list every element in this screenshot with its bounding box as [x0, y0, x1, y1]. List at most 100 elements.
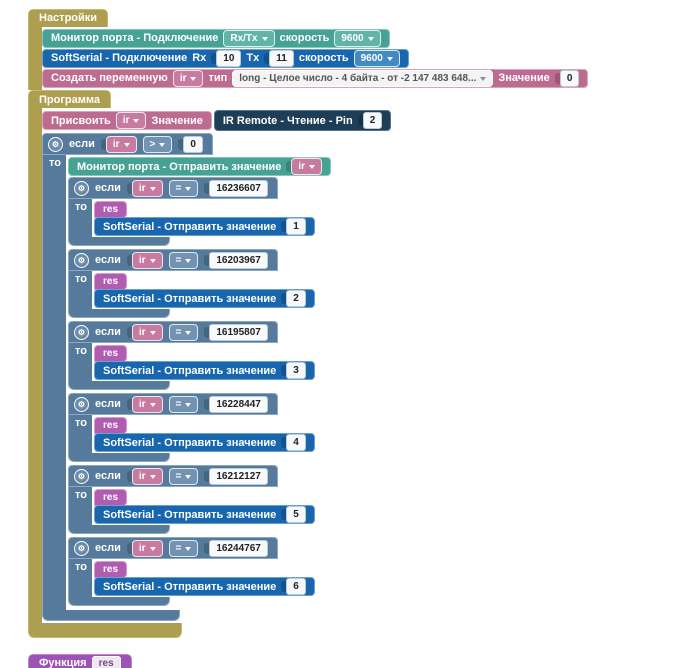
gear-icon[interactable]: ⚙ — [74, 180, 89, 196]
chevron-down-icon — [149, 330, 156, 335]
if-foot — [68, 309, 170, 318]
case-if-header[interactable]: ⚙ если ir = 16228447 — [68, 393, 278, 415]
ir-code-value[interactable]: 16212127 — [209, 467, 268, 485]
ir-code-value[interactable]: 16228447 — [209, 395, 268, 413]
case-if-block-1[interactable]: ⚙ если ir = 16236607 — [68, 177, 315, 246]
case-if-header[interactable]: ⚙ если ir = 16203967 — [68, 249, 278, 271]
chevron-down-icon — [159, 142, 166, 147]
gear-icon[interactable]: ⚙ — [74, 324, 89, 340]
block-label: Присвоить — [51, 114, 111, 127]
case-if-block-4[interactable]: ⚙ если ir = 16228447 — [68, 393, 315, 462]
chevron-down-icon — [367, 36, 374, 41]
case-if-header[interactable]: ⚙ если ir = 16236607 — [68, 177, 278, 199]
input-slot — [281, 365, 287, 376]
assign-block[interactable]: Присвоить ir Значение — [42, 111, 212, 130]
input-slot — [281, 581, 287, 592]
ir-code-value[interactable]: 16244767 — [209, 539, 268, 557]
send-value[interactable]: 3 — [286, 362, 306, 379]
gear-icon[interactable]: ⚙ — [74, 468, 89, 484]
ir-remote-read-block[interactable]: IR Remote - Чтение - Pin 2 — [213, 110, 392, 131]
baud-dropdown[interactable]: 9600 — [334, 29, 381, 47]
send-value[interactable]: 6 — [286, 578, 306, 595]
res-call-block[interactable]: res — [94, 345, 128, 362]
function-block[interactable]: Функция res Цифровой - Выход - Pin 13 Зн… — [28, 653, 312, 668]
condition-op-dropdown[interactable]: = — [168, 251, 199, 269]
port-dropdown[interactable]: Rx/Tx — [223, 29, 275, 47]
if-label: если — [69, 138, 95, 150]
setup-program-block[interactable]: Настройки Монитор порта - Подключение Rx… — [28, 8, 589, 638]
input-slot — [178, 138, 184, 150]
chevron-down-icon — [149, 546, 156, 551]
condition-op-dropdown[interactable]: > — [142, 135, 173, 153]
case-if-block-6[interactable]: ⚙ если ir = 16244767 — [68, 537, 315, 606]
send-value[interactable]: 1 — [286, 218, 306, 235]
case-if-header[interactable]: ⚙ если ir = 16195807 — [68, 321, 278, 343]
settings-tab-label: Настройки — [39, 12, 98, 24]
variable-dropdown[interactable]: ir — [172, 69, 204, 87]
gear-icon[interactable]: ⚙ — [74, 396, 89, 412]
res-call-block[interactable]: res — [94, 561, 128, 578]
case-if-header[interactable]: ⚙ если ir = 16244767 — [68, 537, 278, 559]
res-call-block[interactable]: res — [94, 273, 128, 290]
create-variable-block[interactable]: Создать переменную ir тип long - Целое ч… — [42, 68, 589, 88]
case-if-block-5[interactable]: ⚙ если ir = 16212127 — [68, 465, 315, 534]
case-if-block-2[interactable]: ⚙ если ir = 16203967 — [68, 249, 315, 318]
gear-icon[interactable]: ⚙ — [74, 252, 89, 268]
condition-var-dropdown[interactable]: ir — [131, 323, 163, 341]
condition-op-dropdown[interactable]: = — [168, 539, 199, 557]
condition-op-dropdown[interactable]: = — [168, 467, 199, 485]
condition-op-dropdown[interactable]: = — [168, 323, 199, 341]
chevron-down-icon — [185, 330, 192, 335]
input-slot — [281, 437, 287, 448]
condition-var-dropdown[interactable]: ir — [131, 251, 163, 269]
serial-monitor-send-block[interactable]: Монитор порта - Отправить значение ir — [68, 157, 332, 176]
condition-var-dropdown[interactable]: ir — [131, 395, 163, 413]
function-name-chip[interactable]: res — [91, 655, 121, 668]
softserial-send-block[interactable]: SoftSerial - Отправить значение 6 — [94, 577, 315, 596]
case-if-header[interactable]: ⚙ если ir = 16212127 — [68, 465, 278, 487]
outer-if-header[interactable]: ⚙ если ir > — [42, 133, 213, 155]
ir-code-value[interactable]: 16195807 — [209, 323, 268, 341]
res-call-block[interactable]: res — [94, 417, 128, 434]
condition-op-dropdown[interactable]: = — [168, 395, 199, 413]
serial-monitor-connect-block[interactable]: Монитор порта - Подключение Rx/Tx скорос… — [42, 28, 390, 48]
ir-code-value[interactable]: 16236607 — [209, 179, 268, 197]
softserial-send-block[interactable]: SoftSerial - Отправить значение 4 — [94, 433, 315, 452]
then-spine: то — [68, 199, 92, 237]
condition-var-dropdown[interactable]: ir — [105, 135, 137, 153]
ir-pin-value[interactable]: 2 — [362, 112, 383, 129]
send-value[interactable]: 2 — [286, 290, 306, 307]
tab-function[interactable]: Функция res — [28, 653, 132, 668]
condition-var-dropdown[interactable]: ir — [131, 467, 163, 485]
case-if-block-3[interactable]: ⚙ если ir = 16195807 — [68, 321, 315, 390]
send-value[interactable]: 4 — [286, 434, 306, 451]
init-value[interactable]: 0 — [559, 69, 580, 87]
send-value[interactable]: 5 — [286, 506, 306, 523]
assign-variable-dropdown[interactable]: ir — [115, 112, 147, 129]
softserial-send-block[interactable]: SoftSerial - Отправить значение 3 — [94, 361, 315, 380]
softserial-baud-dropdown[interactable]: 9600 — [353, 49, 400, 67]
softserial-send-block[interactable]: SoftSerial - Отправить значение 5 — [94, 505, 315, 524]
gear-icon[interactable]: ⚙ — [48, 136, 63, 152]
condition-op-dropdown[interactable]: = — [168, 179, 199, 197]
condition-var-dropdown[interactable]: ir — [131, 179, 163, 197]
rx-label: Rx — [192, 52, 207, 64]
softserial-send-block[interactable]: SoftSerial - Отправить значение 1 — [94, 217, 315, 236]
condition-var-dropdown[interactable]: ir — [131, 539, 163, 557]
rx-pin-value[interactable]: 10 — [216, 49, 242, 67]
res-call-block[interactable]: res — [94, 489, 128, 506]
tab-program[interactable]: Программа — [28, 90, 112, 108]
condition-value[interactable]: 0 — [183, 135, 203, 153]
send-variable-dropdown[interactable]: ir — [291, 158, 323, 175]
softserial-send-block[interactable]: SoftSerial - Отправить значение 2 — [94, 289, 315, 308]
softserial-connect-block[interactable]: SoftSerial - Подключение Rx 10 Tx 11 ско… — [42, 48, 409, 68]
tab-settings[interactable]: Настройки — [28, 8, 109, 27]
type-dropdown[interactable]: long - Целое число - 4 байта - от -2 147… — [232, 69, 494, 87]
res-call-block[interactable]: res — [94, 201, 128, 218]
outer-if-block[interactable]: ⚙ если ir > — [42, 133, 332, 621]
gear-icon[interactable]: ⚙ — [74, 540, 89, 556]
block-label: Монитор порта - Отправить значение — [77, 160, 282, 173]
chevron-down-icon — [149, 402, 156, 407]
ir-code-value[interactable]: 16203967 — [209, 251, 268, 269]
tx-pin-value[interactable]: 11 — [269, 49, 294, 67]
